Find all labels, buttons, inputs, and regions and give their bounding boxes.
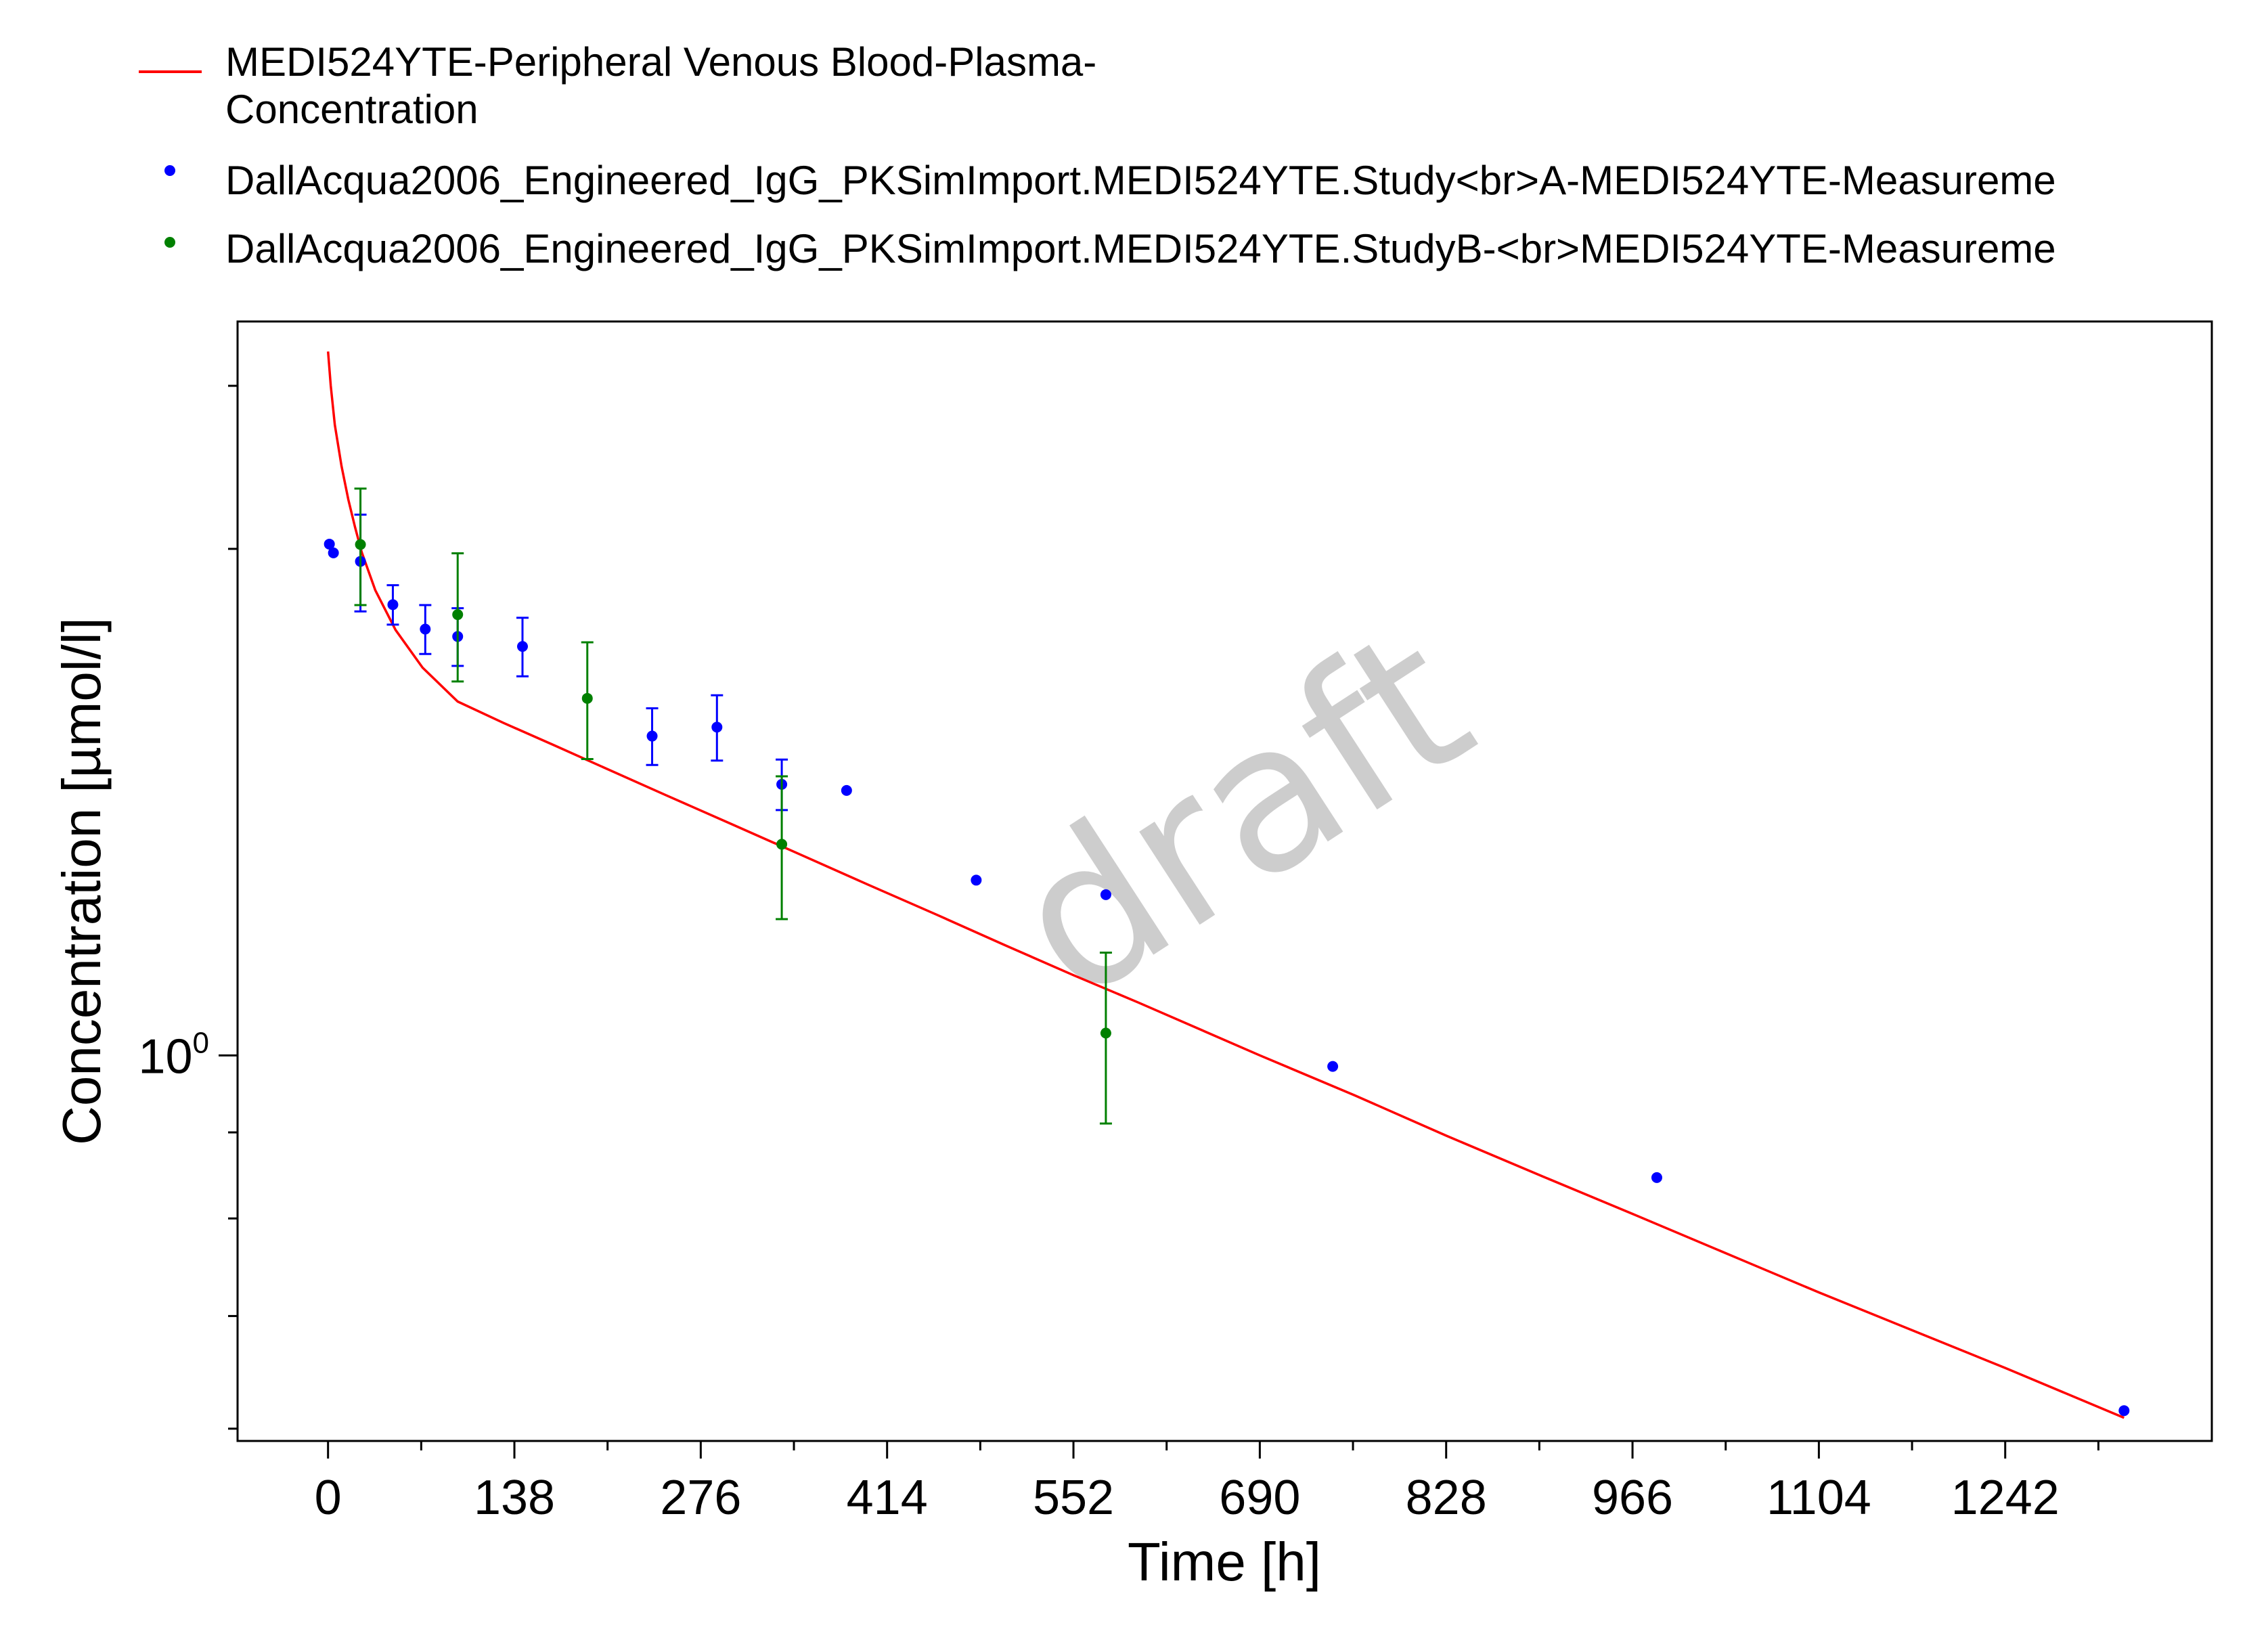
legend-label: DallAcqua2006_Engineered_IgG_PKSimImport… <box>225 226 2056 271</box>
study-a-data-point <box>516 641 528 652</box>
x-tick-label: 552 <box>1033 1471 1114 1525</box>
study-a-data-point <box>1327 1061 1339 1072</box>
legend: MEDI524YTE-Peripheral Venous Blood-Plasm… <box>139 39 2056 271</box>
x-tick-label: 1242 <box>1951 1471 2060 1525</box>
x-tick-label: 828 <box>1406 1471 1487 1525</box>
x-tick-label: 414 <box>847 1471 928 1525</box>
study-a-data-point <box>328 547 339 558</box>
simulation-line <box>326 351 2125 1419</box>
study-a-data-point <box>387 599 399 610</box>
y-tick-label: 100 <box>138 1026 209 1084</box>
legend-label-continued: Concentration <box>225 87 479 132</box>
study-a-data-point <box>711 721 723 733</box>
x-tick-label: 966 <box>1592 1471 1673 1525</box>
study-a-data-point <box>2118 1405 2130 1417</box>
x-tick-label: 0 <box>315 1471 342 1525</box>
x-axis-title: Time [h] <box>1128 1532 1321 1592</box>
x-tick-label: 690 <box>1219 1471 1300 1525</box>
x-tick-label: 1104 <box>1766 1471 1871 1525</box>
study-a-data-point <box>646 730 658 742</box>
study-a-data-point <box>1651 1172 1662 1183</box>
study-b-data-point <box>1100 1027 1111 1039</box>
study-b-data-point <box>452 609 464 621</box>
legend-marker-swatch <box>164 237 175 248</box>
study-a-data-point <box>1100 889 1111 900</box>
legend-entry-study-b: DallAcqua2006_Engineered_IgG_PKSimImport… <box>164 226 2056 271</box>
study-b-data-point <box>776 839 788 850</box>
watermark: draft <box>974 583 1509 1045</box>
x-tick-label: 276 <box>660 1471 741 1525</box>
x-tick-label: 138 <box>474 1471 555 1525</box>
study-a-data-point <box>841 784 852 796</box>
y-tick-label-exponent: 0 <box>193 1026 209 1059</box>
study-b-data-point <box>355 539 366 550</box>
legend-label: MEDI524YTE-Peripheral Venous Blood-Plasm… <box>225 39 1096 85</box>
study-a-data-point <box>971 874 982 886</box>
study-b-data-point <box>581 692 593 704</box>
series-layer <box>324 351 2130 1419</box>
legend-label: DallAcqua2006_Engineered_IgG_PKSimImport… <box>225 158 2056 203</box>
y-axis: 100 <box>138 384 238 1430</box>
y-axis-title: Concentration [µmol/l] <box>51 617 112 1145</box>
legend-entry-study-a: DallAcqua2006_Engineered_IgG_PKSimImport… <box>164 158 2056 203</box>
plot-area-frame <box>236 320 2213 1442</box>
legend-entry-simulation: MEDI524YTE-Peripheral Venous Blood-Plasm… <box>139 39 1096 132</box>
study-a-data-point <box>324 538 335 550</box>
study-a-data-point <box>420 623 431 635</box>
legend-marker-swatch <box>164 165 175 176</box>
x-axis: 0 138 276 414 552 690 828 966 1104 1242 <box>315 1441 2099 1525</box>
